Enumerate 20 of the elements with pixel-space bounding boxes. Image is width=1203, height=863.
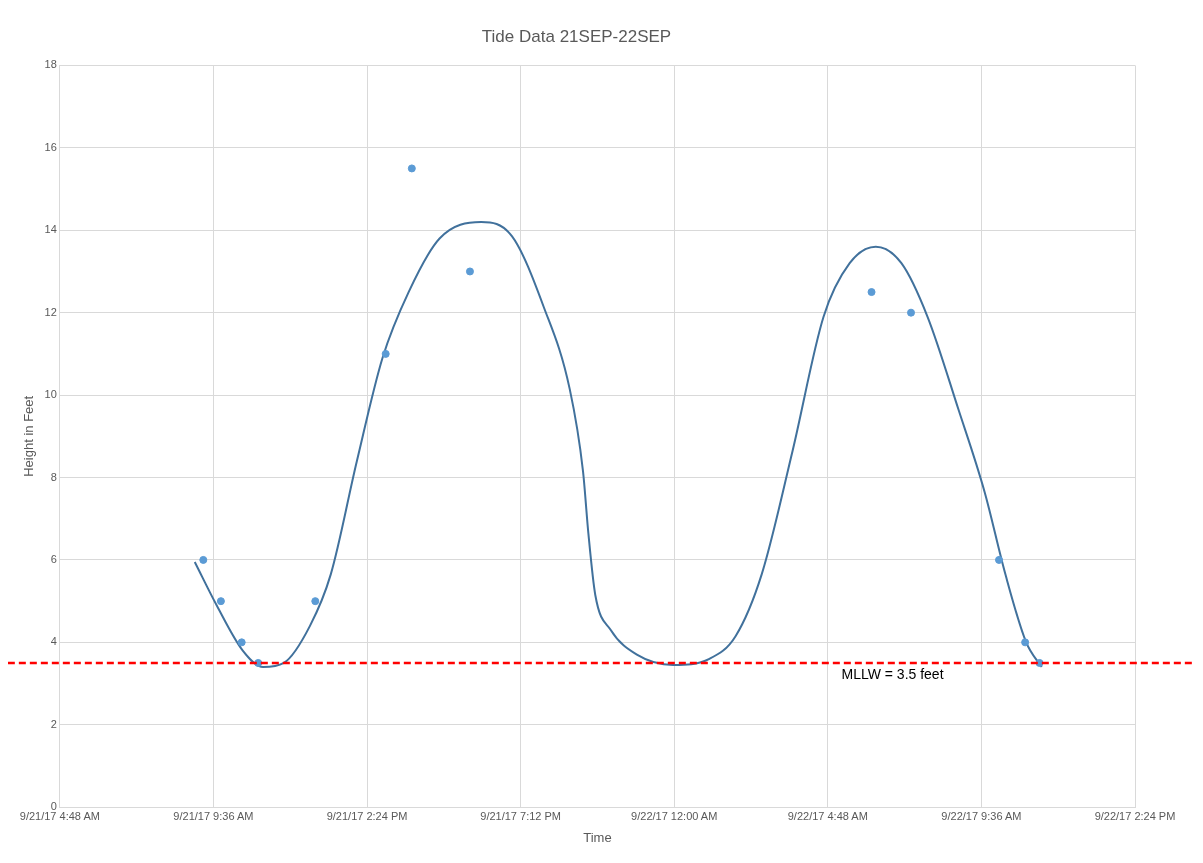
x-tick-label: 9/21/17 2:24 PM [326, 809, 408, 822]
x-tick-label: 9/22/17 4:48 AM [787, 809, 868, 822]
x-tick-label: 9/22/17 2:24 PM [1094, 809, 1176, 822]
x-tick-label: 9/22/17 9:36 AM [941, 809, 1022, 822]
x-axis-title: Time [583, 829, 612, 845]
y-tick-label: 10 [44, 388, 57, 401]
y-tick-label: 16 [44, 140, 57, 153]
x-tick-label: 9/21/17 7:12 PM [480, 809, 561, 822]
y-tick-label: 8 [50, 470, 57, 483]
y-tick-label: 14 [44, 223, 57, 236]
y-tick-label: 2 [50, 717, 57, 730]
y-axis-title: Height in Feet [21, 395, 37, 477]
ref-line-label: MLLW = 3.5 feet [841, 665, 944, 682]
chart-title: Tide Data 21SEP-22SEP [481, 26, 672, 46]
y-tick-label: 6 [50, 552, 57, 565]
y-tick-label: 18 [44, 58, 57, 71]
x-tick-label: 9/21/17 9:36 AM [173, 809, 254, 822]
y-tick-label: 12 [44, 305, 57, 318]
x-tick-label: 9/22/17 12:00 AM [631, 809, 718, 822]
y-tick-label: 4 [50, 635, 57, 648]
